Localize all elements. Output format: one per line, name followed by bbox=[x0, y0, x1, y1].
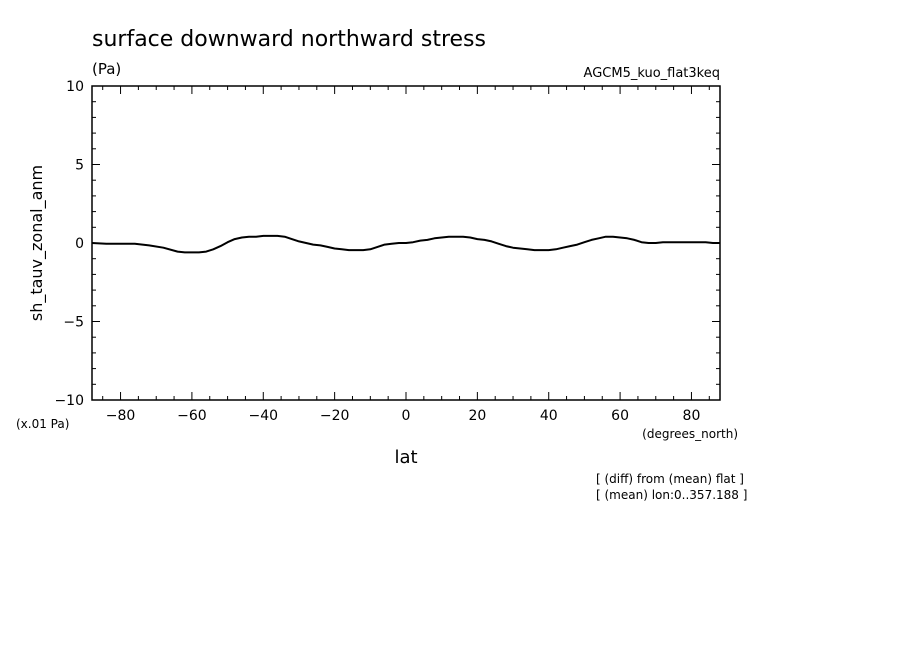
y-tick-label: 5 bbox=[75, 158, 84, 174]
note-mean: [ (mean) lon:0..357.188 ] bbox=[596, 488, 747, 502]
x-tick-label: −40 bbox=[248, 408, 278, 424]
chart-title: surface downward northward stress bbox=[92, 27, 486, 52]
title-unit: (Pa) bbox=[92, 60, 121, 78]
y-tick-label: −5 bbox=[63, 315, 84, 331]
series-line-0 bbox=[91, 234, 720, 254]
y-tick-label: 0 bbox=[75, 236, 84, 252]
x-tick-label: 40 bbox=[540, 408, 558, 424]
x-tick-label: 60 bbox=[611, 408, 629, 424]
note-diff: [ (diff) from (mean) flat ] bbox=[596, 472, 744, 486]
y-axis-label: sh_tauv_zonal_anm bbox=[27, 165, 47, 321]
x-unit-label: (degrees_north) bbox=[642, 427, 738, 441]
series-layer bbox=[91, 234, 720, 254]
x-axis-ticks: −80 −60 −40 −20 0 20 40 60 80 bbox=[102, 86, 710, 424]
x-tick-label: 80 bbox=[683, 408, 701, 424]
x-tick-label: 20 bbox=[468, 408, 486, 424]
x-tick-label: −60 bbox=[177, 408, 207, 424]
y-scale-note: (x.01 Pa) bbox=[16, 417, 69, 431]
y-tick-label: −10 bbox=[54, 393, 84, 409]
y-tick-label: 10 bbox=[66, 79, 84, 95]
dataset-label: AGCM5_kuo_flat3keq bbox=[584, 66, 720, 81]
x-tick-label: 0 bbox=[402, 408, 411, 424]
x-tick-label: −20 bbox=[320, 408, 350, 424]
x-axis-label: lat bbox=[394, 447, 417, 468]
x-tick-label: −80 bbox=[106, 408, 136, 424]
